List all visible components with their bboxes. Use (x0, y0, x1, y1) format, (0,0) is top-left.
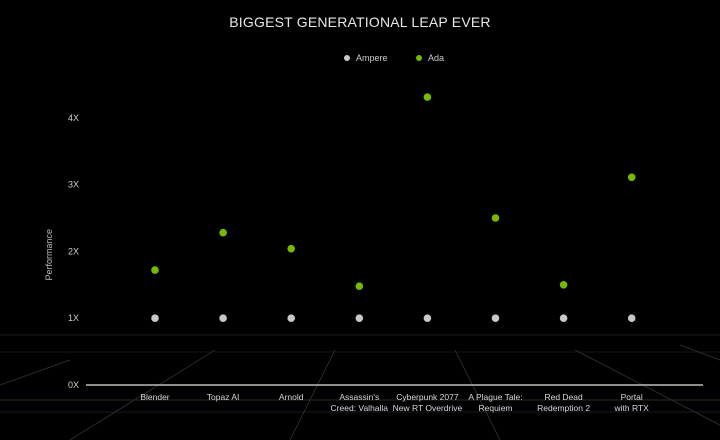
x-tick-label: Redemption 2 (537, 403, 590, 413)
legend-item-ada: Ada (416, 53, 444, 63)
legend: Ampere Ada (0, 53, 720, 67)
legend-label-ada: Ada (428, 53, 445, 63)
point-ada (423, 93, 432, 101)
perspective-floor-grid (0, 334, 720, 440)
floor-line (574, 349, 720, 426)
floor-line (454, 349, 501, 440)
point-ampere (491, 314, 500, 323)
x-tick-label: A Plague Tale: (468, 392, 522, 402)
x-tick-label: Assassin's (339, 392, 379, 402)
y-axis: 0X 1X 2X 3X 4X Performance (44, 113, 703, 390)
point-ada (219, 228, 227, 237)
x-tick-label: Creed: Valhalla (331, 403, 389, 413)
point-ada (287, 244, 296, 253)
x-tick-label: with RTX (614, 403, 650, 413)
legend-label-ampere: Ampere (356, 53, 388, 63)
legend-marker-ada (416, 55, 422, 61)
x-tick-label: Arnold (279, 392, 304, 402)
point-ada (627, 173, 636, 182)
x-tick-label: Cyberpunk 2077 (396, 392, 459, 402)
x-tick-label: Requiem (478, 403, 512, 413)
point-ada (151, 266, 159, 274)
point-ada (491, 214, 500, 222)
point-ampere (559, 314, 568, 323)
point-ampere (219, 314, 227, 323)
point-ada (559, 281, 568, 289)
legend-item-ampere: Ampere (344, 53, 388, 63)
chart-title: BIGGEST GENERATIONAL LEAP EVER (229, 14, 491, 30)
point-ada (355, 282, 364, 290)
floor-line (0, 359, 71, 386)
floor-line (289, 349, 336, 440)
point-ampere (423, 314, 432, 323)
x-tick-label: Blender (140, 392, 169, 402)
point-ampere (627, 314, 636, 323)
floor-line (679, 344, 720, 361)
y-tick-label: 0X (68, 380, 79, 390)
point-ampere (151, 314, 159, 323)
y-axis-title: Performance (44, 229, 54, 281)
point-ampere (355, 314, 364, 323)
x-tick-label: Red Dead (544, 392, 583, 402)
point-ampere (287, 314, 296, 323)
data-points (151, 93, 636, 323)
x-tick-label: Portal (621, 392, 643, 402)
y-tick-label: 2X (68, 246, 79, 256)
y-tick-label: 3X (68, 180, 79, 190)
x-tick-label: Topaz AI (207, 392, 240, 402)
y-tick-label: 1X (68, 313, 79, 323)
floor-line (69, 349, 216, 440)
y-tick-label: 4X (68, 113, 79, 123)
x-tick-label: New RT Overdrive (393, 403, 463, 413)
legend-marker-ampere (344, 55, 350, 61)
